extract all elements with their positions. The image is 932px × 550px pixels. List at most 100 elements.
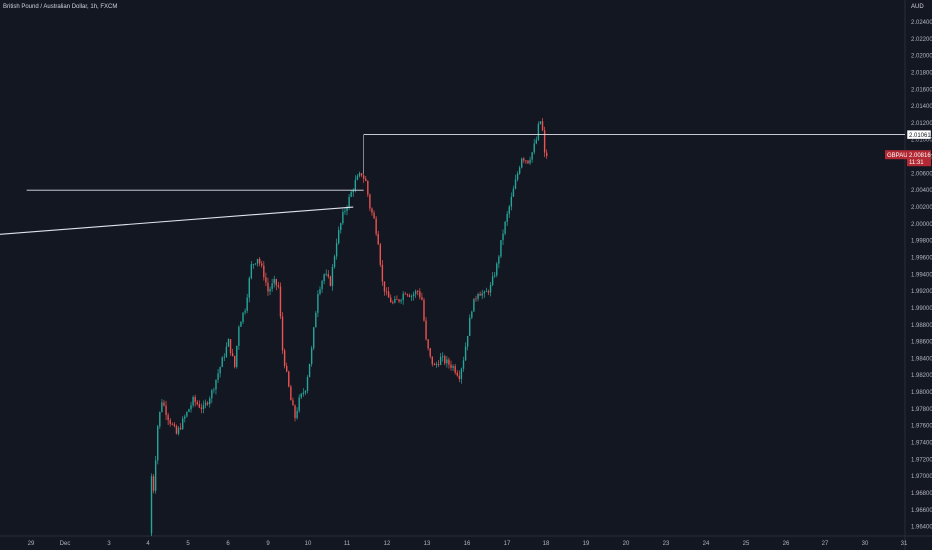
y-tick-label: 1.98200 (911, 373, 932, 379)
candle-body (452, 366, 454, 368)
candle-body (367, 180, 369, 195)
candle-body (483, 291, 485, 294)
candle-body (360, 173, 363, 176)
candle-body (539, 121, 542, 125)
candle-body (152, 476, 155, 491)
candle-body (469, 317, 471, 336)
candle-body (173, 424, 176, 427)
candle-body (518, 167, 521, 174)
candle-body (308, 363, 311, 378)
candle-body (375, 218, 377, 234)
candle-body (481, 293, 483, 296)
candle-body (283, 350, 286, 366)
last-price-tag (907, 150, 931, 167)
candle-body (159, 411, 161, 427)
candle-body (523, 158, 525, 161)
candle-body (211, 390, 213, 399)
candle-body (194, 397, 196, 403)
x-tick-label: 10 (305, 541, 312, 547)
symbol-price-tag (885, 150, 907, 160)
candle-body (439, 356, 442, 365)
candle-body (429, 348, 431, 357)
currency-label[interactable]: AUD (911, 4, 924, 10)
last-price-label: 2.00816 (909, 153, 931, 159)
candle-body (479, 294, 481, 296)
candle-body (192, 397, 194, 406)
candle-body (204, 402, 207, 406)
x-tick-label: 5 (186, 541, 190, 547)
y-tick-label: 1.98000 (911, 390, 932, 396)
x-tick-label: 26 (783, 541, 790, 547)
candle-body (423, 299, 425, 321)
candle-body (402, 293, 404, 301)
candle-body (329, 276, 332, 286)
candle-body (446, 359, 448, 364)
candle-body (217, 373, 219, 380)
candle-body (236, 345, 238, 367)
candle-body (240, 321, 242, 327)
candle-body (163, 402, 165, 406)
candle-body (196, 402, 198, 405)
candle-body (281, 316, 284, 351)
candle-body (537, 124, 540, 140)
y-tick-label: 1.96800 (911, 491, 932, 497)
candle-body (404, 293, 406, 295)
candle-body (433, 364, 436, 366)
x-tick-label: 11 (344, 541, 351, 547)
candle-body (209, 398, 211, 405)
candle-body (248, 278, 250, 298)
x-tick-label: 25 (743, 541, 750, 547)
candle-body (546, 152, 548, 156)
candle-body (313, 327, 315, 349)
candle-body (489, 284, 492, 293)
candle-body (250, 264, 253, 279)
y-tick-label: 1.99200 (911, 289, 932, 295)
candle-body (410, 295, 413, 297)
x-tick-label: 12 (384, 541, 391, 547)
x-tick-label: 19 (583, 541, 590, 547)
candle-body (350, 192, 352, 197)
candle-body (338, 230, 340, 244)
candle-body (450, 364, 452, 368)
candle-body (344, 211, 346, 212)
candle-body (427, 339, 429, 349)
x-tick-label: 31 (901, 541, 908, 547)
candle-body (514, 179, 517, 189)
candle-body (258, 258, 261, 264)
candle-body (477, 294, 479, 299)
candle-body (385, 291, 388, 293)
y-tick-label: 2.00200 (911, 205, 932, 211)
candle-body (400, 300, 402, 302)
symbol-title: British Pound / Australian Dollar, 1h, F… (3, 4, 118, 10)
candle-body (252, 264, 255, 265)
candle-body (223, 356, 225, 358)
candle-body (265, 277, 267, 283)
x-tick-label: 17 (504, 541, 511, 547)
candle-body (431, 356, 433, 365)
candle-body (157, 426, 159, 461)
candle-body (358, 173, 361, 177)
y-tick-label: 2.01800 (911, 70, 932, 76)
y-tick-label: 1.99600 (911, 255, 932, 261)
candle-body (198, 404, 201, 408)
candle-body (327, 274, 329, 277)
candle-body (219, 367, 221, 374)
x-tick-label: 18 (543, 541, 550, 547)
candle-body (246, 297, 248, 311)
candle-body (346, 207, 348, 212)
y-tick-label: 1.97400 (911, 441, 932, 447)
level-price-label: 2.01061 (909, 133, 931, 139)
candle-body (171, 423, 173, 425)
x-tick-label: Dec (60, 541, 71, 547)
candle-body (531, 152, 533, 160)
candle-body (543, 130, 546, 153)
candle-body (500, 240, 502, 257)
candle-body (296, 410, 298, 419)
x-tick-label: 9 (266, 541, 270, 547)
y-tick-label: 1.96400 (911, 525, 932, 531)
candle-body (390, 297, 392, 303)
y-tick-label: 2.01400 (911, 104, 932, 110)
x-tick-label: 16 (464, 541, 471, 547)
